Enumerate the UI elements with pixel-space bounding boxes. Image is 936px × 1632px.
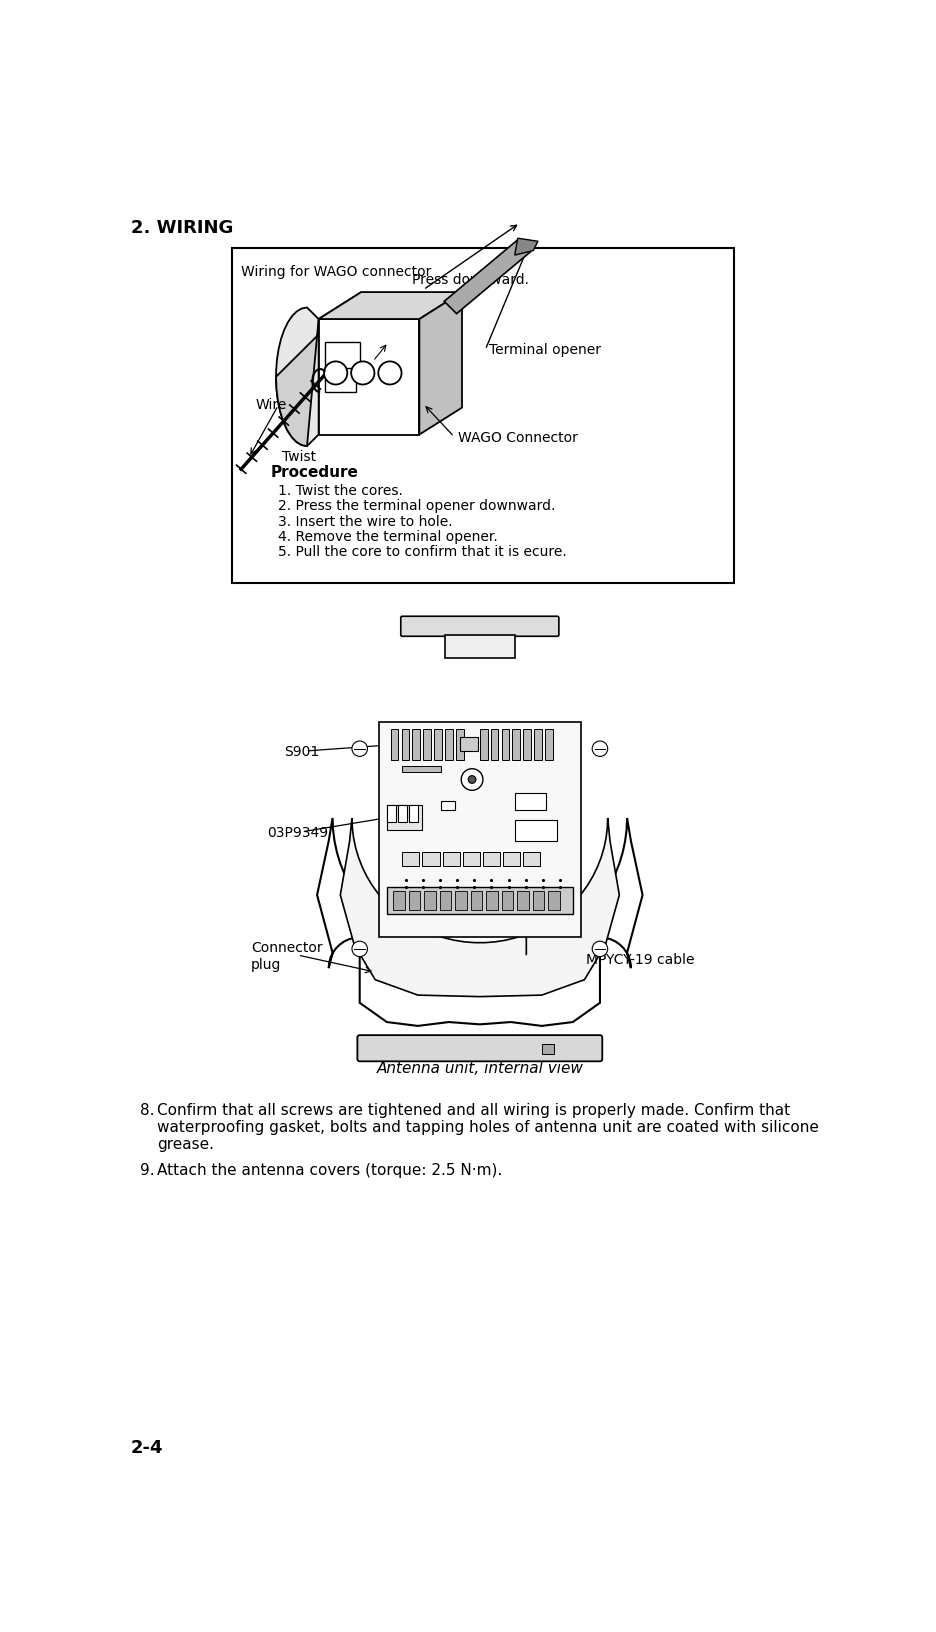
Bar [490,730,498,761]
Bar [402,765,441,772]
Circle shape [351,361,374,385]
Text: 03P9349: 03P9349 [267,826,328,840]
Polygon shape [318,292,461,318]
Text: S901: S901 [284,744,318,759]
Bar [548,891,559,911]
Bar [460,738,477,751]
Bar [445,730,452,761]
Bar [522,852,540,865]
Bar [503,852,519,865]
Text: Wiring for WAGO connector: Wiring for WAGO connector [241,264,431,279]
Bar [534,730,541,761]
Bar [501,891,513,911]
Text: Press downward.: Press downward. [411,273,528,287]
Polygon shape [318,318,419,434]
Bar [479,730,487,761]
Bar [517,891,528,911]
Polygon shape [444,240,530,313]
Text: Twist: Twist [282,450,316,463]
Text: 9.: 9. [140,1164,154,1178]
Bar [470,891,482,911]
Bar [387,888,572,914]
Bar [325,367,356,392]
Circle shape [324,361,347,385]
Bar [387,805,421,829]
Text: 4. Remove the terminal opener.: 4. Remove the terminal opener. [278,530,498,543]
Bar [408,805,417,823]
Bar [445,635,514,658]
Text: 5. Pull the core to confirm that it is ecure.: 5. Pull the core to confirm that it is e… [278,545,566,560]
Text: Procedure: Procedure [271,465,358,480]
Bar [442,852,460,865]
Text: 2. Press the terminal opener downward.: 2. Press the terminal opener downward. [278,499,555,512]
Circle shape [378,361,402,385]
Bar [423,730,431,761]
Bar [392,891,404,911]
Text: 1. Twist the cores.: 1. Twist the cores. [278,483,402,498]
Text: Antenna unit, internal view: Antenna unit, internal view [376,1061,582,1075]
Bar [325,343,359,372]
Bar [433,730,442,761]
Bar [512,730,519,761]
Bar [545,730,552,761]
Text: waterproofing gasket, bolts and tapping holes of antenna unit are coated with si: waterproofing gasket, bolts and tapping … [157,1120,818,1134]
Circle shape [592,942,607,956]
Polygon shape [276,307,318,446]
Bar [501,730,509,761]
Text: grease.: grease. [157,1138,214,1152]
Bar [482,852,500,865]
Bar [387,805,396,823]
Bar [455,730,463,761]
Bar [439,891,450,911]
Circle shape [592,741,607,756]
Bar [402,852,419,865]
Bar [231,248,733,583]
Polygon shape [514,238,537,255]
Bar [522,730,531,761]
Bar [514,793,545,811]
Bar [422,852,439,865]
Text: 3. Insert the wire to hole.: 3. Insert the wire to hole. [278,514,452,529]
Bar [390,730,398,761]
Circle shape [461,769,482,790]
Circle shape [468,775,475,783]
Bar [379,721,580,937]
Text: 2-4: 2-4 [131,1439,164,1457]
Bar [397,805,406,823]
Text: 2. WIRING: 2. WIRING [131,219,233,237]
Bar [514,819,557,840]
Text: Confirm that all screws are tightened and all wiring is properly made. Confirm t: Confirm that all screws are tightened an… [157,1103,790,1118]
FancyBboxPatch shape [401,617,558,636]
Bar [424,891,435,911]
Bar [532,891,544,911]
Circle shape [352,741,367,756]
Bar [441,801,455,811]
Text: MPYCY-19 cable: MPYCY-19 cable [585,953,694,966]
Polygon shape [276,292,361,446]
Polygon shape [316,818,642,1027]
Text: Connector
plug: Connector plug [251,942,323,973]
Text: Wire: Wire [255,398,286,411]
Text: 8.: 8. [140,1103,154,1118]
Text: Terminal opener: Terminal opener [489,343,601,357]
Circle shape [352,942,367,956]
Bar [412,730,419,761]
Polygon shape [419,292,461,434]
Bar [462,852,479,865]
Bar [402,730,409,761]
Bar [455,891,466,911]
Text: WAGO Connector: WAGO Connector [458,431,578,444]
Text: Attach the antenna covers (torque: 2.5 N·m).: Attach the antenna covers (torque: 2.5 N… [157,1164,502,1178]
Bar [408,891,419,911]
Polygon shape [340,818,619,997]
Bar [486,891,497,911]
Bar [541,1043,553,1054]
FancyBboxPatch shape [357,1035,602,1061]
